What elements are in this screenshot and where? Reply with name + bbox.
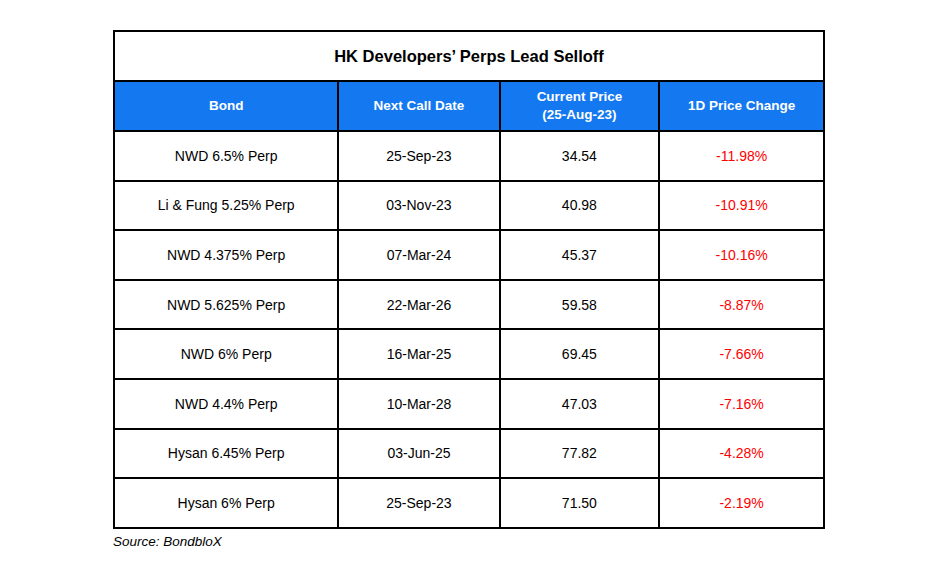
bond-cell: NWD 6.5% Perp bbox=[114, 131, 338, 181]
next-call-date-cell: 03-Nov-23 bbox=[338, 181, 499, 231]
current-price-cell: 77.82 bbox=[500, 429, 660, 479]
current-price-cell: 47.03 bbox=[500, 379, 660, 429]
next-call-date-cell: 07-Mar-24 bbox=[338, 230, 499, 280]
price-change-cell: -10.91% bbox=[659, 181, 824, 231]
price-change-cell: -4.28% bbox=[659, 429, 824, 479]
next-call-date-cell: 25-Sep-23 bbox=[338, 131, 499, 181]
table-body: NWD 6.5% Perp25-Sep-2334.54-11.98%Li & F… bbox=[114, 131, 824, 528]
bond-cell: Hysan 6% Perp bbox=[114, 478, 338, 528]
table-row: NWD 4.375% Perp07-Mar-2445.37-10.16% bbox=[114, 230, 824, 280]
next-call-date-cell: 22-Mar-26 bbox=[338, 280, 499, 330]
source-note: Source: BondbloX bbox=[113, 534, 222, 549]
price-change-cell: -7.16% bbox=[659, 379, 824, 429]
table-row: Hysan 6% Perp25-Sep-2371.50-2.19% bbox=[114, 478, 824, 528]
current-price-cell: 59.58 bbox=[500, 280, 660, 330]
column-header-price-change: 1D Price Change bbox=[659, 81, 824, 131]
current-price-cell: 71.50 bbox=[500, 478, 660, 528]
bond-cell: NWD 4.4% Perp bbox=[114, 379, 338, 429]
table-row: NWD 4.4% Perp10-Mar-2847.03-7.16% bbox=[114, 379, 824, 429]
bond-cell: Li & Fung 5.25% Perp bbox=[114, 181, 338, 231]
current-price-cell: 45.37 bbox=[500, 230, 660, 280]
page: HK Developers’ Perps Lead Selloff Bond N… bbox=[0, 0, 940, 568]
bond-selloff-table: HK Developers’ Perps Lead Selloff Bond N… bbox=[113, 30, 825, 529]
price-change-cell: -7.66% bbox=[659, 329, 824, 379]
next-call-date-cell: 10-Mar-28 bbox=[338, 379, 499, 429]
price-change-cell: -10.16% bbox=[659, 230, 824, 280]
bond-cell: NWD 6% Perp bbox=[114, 329, 338, 379]
price-change-cell: -2.19% bbox=[659, 478, 824, 528]
bond-cell: NWD 4.375% Perp bbox=[114, 230, 338, 280]
table-row: NWD 6% Perp16-Mar-2569.45-7.66% bbox=[114, 329, 824, 379]
bond-cell: Hysan 6.45% Perp bbox=[114, 429, 338, 479]
current-price-cell: 34.54 bbox=[500, 131, 660, 181]
price-change-cell: -11.98% bbox=[659, 131, 824, 181]
price-change-cell: -8.87% bbox=[659, 280, 824, 330]
table-title-row: HK Developers’ Perps Lead Selloff bbox=[114, 31, 824, 81]
table-row: Li & Fung 5.25% Perp03-Nov-2340.98-10.91… bbox=[114, 181, 824, 231]
table-row: NWD 6.5% Perp25-Sep-2334.54-11.98% bbox=[114, 131, 824, 181]
table-row: Hysan 6.45% Perp03-Jun-2577.82-4.28% bbox=[114, 429, 824, 479]
next-call-date-cell: 25-Sep-23 bbox=[338, 478, 499, 528]
table-header-row: Bond Next Call Date Current Price (25-Au… bbox=[114, 81, 824, 131]
current-price-cell: 69.45 bbox=[500, 329, 660, 379]
column-header-bond: Bond bbox=[114, 81, 338, 131]
next-call-date-cell: 03-Jun-25 bbox=[338, 429, 499, 479]
column-header-next-call: Next Call Date bbox=[338, 81, 499, 131]
table-title: HK Developers’ Perps Lead Selloff bbox=[114, 31, 824, 81]
table-row: NWD 5.625% Perp22-Mar-2659.58-8.87% bbox=[114, 280, 824, 330]
column-header-current-price: Current Price (25-Aug-23) bbox=[500, 81, 660, 131]
bond-cell: NWD 5.625% Perp bbox=[114, 280, 338, 330]
next-call-date-cell: 16-Mar-25 bbox=[338, 329, 499, 379]
current-price-cell: 40.98 bbox=[500, 181, 660, 231]
